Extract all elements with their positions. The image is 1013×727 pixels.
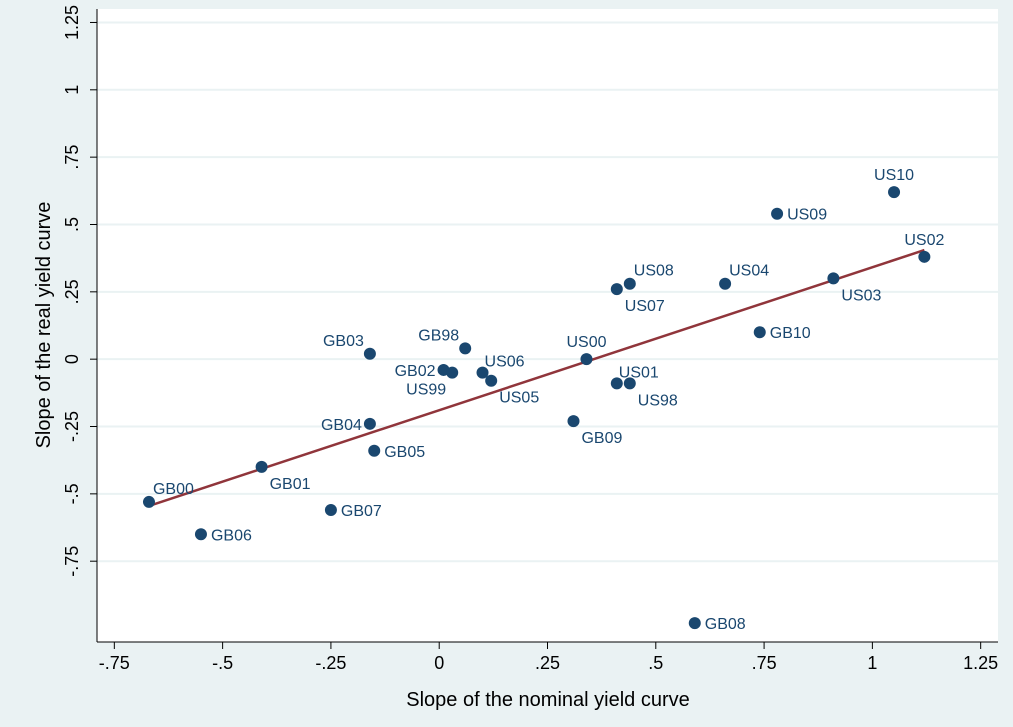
data-point	[771, 207, 784, 220]
fit-line	[148, 248, 925, 508]
gridlines	[97, 21, 998, 563]
data-point	[918, 250, 931, 263]
x-tick-label: .25	[535, 653, 560, 673]
data-point	[827, 272, 840, 285]
point-label: US10	[874, 167, 914, 184]
y-axis-title: Slope of the real yield curve	[33, 202, 55, 449]
y-tick-label: -.75	[62, 546, 82, 577]
data-points	[142, 186, 931, 630]
point-label: GB06	[211, 527, 252, 544]
data-point	[485, 374, 498, 387]
y-tick-label: 1.25	[62, 5, 82, 40]
point-label: GB00	[153, 481, 194, 498]
point-label: US01	[619, 364, 659, 381]
point-label: US03	[841, 287, 881, 304]
point-label: GB03	[323, 333, 364, 350]
y-tick-label: -.25	[62, 411, 82, 442]
point-label: US00	[566, 334, 606, 351]
data-point	[719, 277, 732, 290]
data-point	[567, 415, 580, 428]
point-label: US98	[638, 392, 678, 409]
plot-area	[97, 9, 998, 642]
point-label: US04	[729, 263, 769, 280]
x-tick-label: .75	[752, 653, 777, 673]
point-label: US08	[634, 263, 674, 280]
y-tick-label: 1	[62, 85, 82, 95]
point-label: GB07	[341, 503, 382, 520]
point-label: US99	[406, 382, 446, 399]
point-label: US06	[485, 354, 525, 371]
data-point	[324, 504, 337, 517]
data-point	[446, 366, 459, 379]
data-point	[363, 417, 376, 430]
y-tick-label: .25	[62, 279, 82, 304]
data-point	[610, 283, 623, 296]
data-point	[623, 277, 636, 290]
point-label: US09	[787, 207, 827, 224]
y-tick-label: -.5	[62, 483, 82, 504]
point-label: US07	[625, 298, 665, 315]
y-tick-label: .75	[62, 145, 82, 170]
y-axis: -.75 -.5 -.25 0 .25 .5 .75 1 1.25	[62, 5, 98, 642]
point-label: US02	[904, 232, 944, 249]
x-tick-label: -.25	[315, 653, 346, 673]
data-point	[753, 326, 766, 339]
point-label: GB09	[581, 430, 622, 447]
data-point	[580, 353, 593, 366]
x-tick-label: .5	[648, 653, 663, 673]
data-point	[688, 617, 701, 630]
data-point	[142, 495, 155, 508]
data-point	[194, 528, 207, 541]
data-point	[476, 366, 489, 379]
point-label: GB04	[321, 417, 362, 434]
data-point	[888, 186, 901, 199]
data-point	[623, 377, 636, 390]
point-labels: GB00 GB01 GB02 GB03 GB04 GB05 GB06 GB07 GB08 GB09…	[153, 167, 944, 633]
point-label: GB98	[418, 327, 459, 344]
data-point	[255, 460, 268, 473]
data-point	[610, 377, 623, 390]
point-label: GB05	[384, 444, 425, 461]
x-tick-label: 1.25	[963, 653, 998, 673]
data-point	[363, 347, 376, 360]
point-label: GB08	[705, 616, 746, 633]
x-tick-label: -.5	[212, 653, 233, 673]
point-label: US05	[499, 390, 539, 407]
fit-line-group	[148, 248, 925, 508]
x-axis-title: Slope of the nominal yield curve	[406, 689, 690, 711]
x-axis: -.75 -.5 -.25 0 .25 .5 .75 1 1.25	[97, 641, 998, 673]
x-tick-label: 1	[867, 653, 877, 673]
point-label: GB10	[770, 325, 811, 342]
y-tick-label: .5	[62, 217, 82, 232]
data-point	[459, 342, 472, 355]
x-tick-label: 0	[434, 653, 444, 673]
data-point	[368, 444, 381, 457]
x-tick-label: -.75	[99, 653, 130, 673]
point-label: GB02	[395, 363, 436, 380]
point-label: GB01	[270, 476, 311, 493]
y-tick-label: 0	[62, 354, 82, 364]
